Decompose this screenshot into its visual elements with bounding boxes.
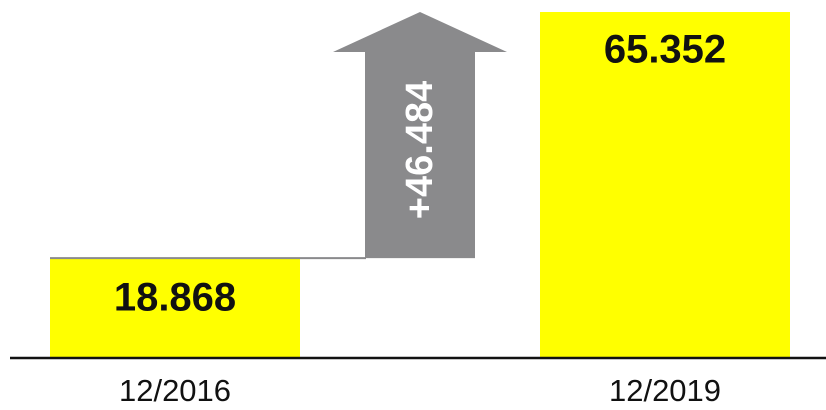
x-tick-label: 12/2019 <box>609 373 721 408</box>
arrow <box>333 12 507 259</box>
value-label: 65.352 <box>604 28 726 72</box>
value-label: 18.868 <box>114 276 236 320</box>
x-tick-label: 12/2016 <box>119 373 231 408</box>
bar <box>540 12 790 358</box>
annotation: +46.484 <box>399 81 441 219</box>
bar <box>50 258 300 358</box>
